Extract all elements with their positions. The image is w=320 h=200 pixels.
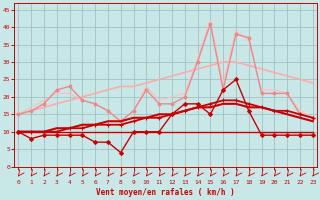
X-axis label: Vent moyen/en rafales ( km/h ): Vent moyen/en rafales ( km/h ) [96,188,235,197]
